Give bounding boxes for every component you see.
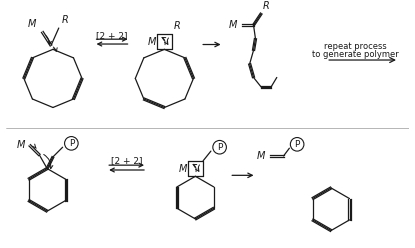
Text: M: M: [229, 20, 237, 30]
Text: R: R: [62, 15, 68, 25]
Text: P: P: [217, 143, 222, 152]
Text: R: R: [263, 0, 270, 11]
Text: [2 + 2]: [2 + 2]: [96, 31, 128, 40]
Text: M: M: [28, 19, 37, 29]
Circle shape: [290, 138, 304, 151]
Text: M: M: [17, 140, 25, 150]
Text: M: M: [257, 151, 265, 161]
Text: [2 + 2]: [2 + 2]: [111, 156, 142, 165]
Text: M: M: [147, 37, 156, 47]
Text: P: P: [68, 139, 74, 148]
Text: P: P: [295, 140, 300, 149]
Text: M: M: [178, 163, 187, 174]
Circle shape: [65, 137, 78, 150]
Text: to generate polymer: to generate polymer: [312, 50, 399, 59]
Text: repeat process: repeat process: [324, 42, 387, 51]
Circle shape: [213, 140, 227, 154]
Text: R: R: [174, 21, 181, 31]
